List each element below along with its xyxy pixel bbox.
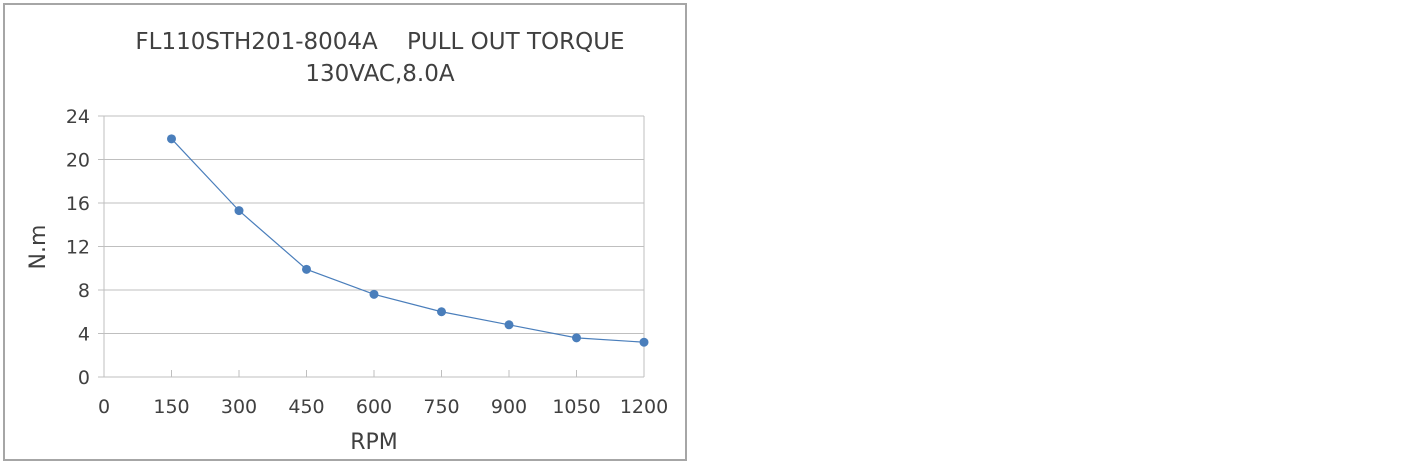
y-tick-label: 20 <box>66 150 90 172</box>
x-tick-label: 600 <box>356 396 392 418</box>
x-tick-label: 300 <box>221 396 257 418</box>
data-point <box>369 289 379 299</box>
y-tick-label: 24 <box>66 106 90 128</box>
x-tick-label: 150 <box>153 396 189 418</box>
data-point <box>234 206 244 216</box>
x-tick-label: 450 <box>288 396 324 418</box>
y-tick-label: 16 <box>66 193 90 215</box>
x-tick-label: 1050 <box>552 396 600 418</box>
x-tick-label: 0 <box>98 396 110 418</box>
data-point <box>639 337 649 347</box>
data-point <box>504 320 514 330</box>
y-axis-label: N.m <box>26 225 51 270</box>
data-point <box>302 264 311 274</box>
x-tick-label: 750 <box>423 396 459 418</box>
y-tick-label: 12 <box>66 237 90 259</box>
y-tick-label: 0 <box>78 367 90 389</box>
x-tick-label: 900 <box>491 396 527 418</box>
data-point <box>167 134 176 144</box>
y-tick-label: 8 <box>78 280 90 302</box>
y-tick-label: 4 <box>78 324 90 346</box>
chart-title: FL110STH201-8004A PULL OUT TORQUE <box>135 29 624 55</box>
chart-subtitle: 130VAC,8.0A <box>305 61 454 87</box>
x-axis-label: RPM <box>350 430 398 455</box>
series-line <box>171 138 645 343</box>
data-point <box>437 307 446 317</box>
data-point <box>572 333 581 343</box>
chart-frame <box>3 3 687 461</box>
x-tick-label: 1200 <box>620 396 668 418</box>
